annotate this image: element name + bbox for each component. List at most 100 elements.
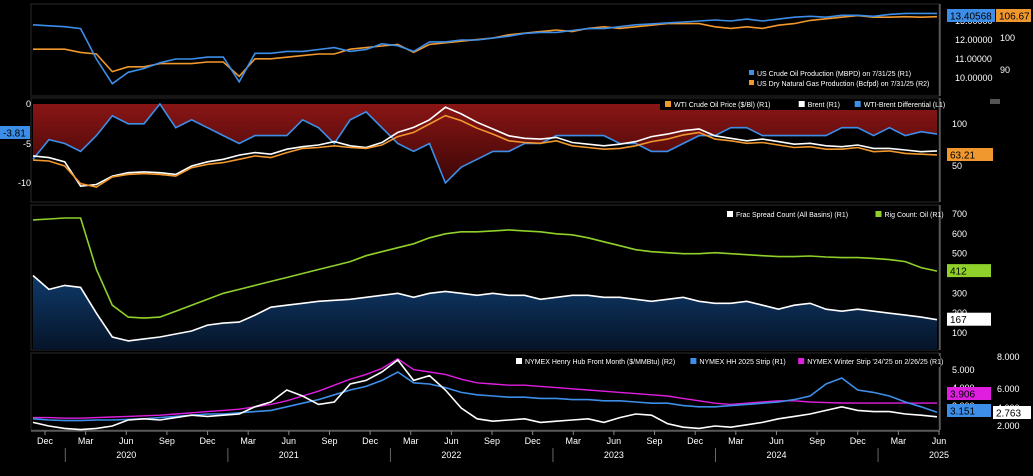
- legend-swatch-1-1: [798, 101, 805, 107]
- winter-strip-last-tag: 3.906: [950, 390, 975, 401]
- right-axis1-tick: 10.00000: [955, 73, 993, 83]
- winter-strip-line: [33, 357, 937, 419]
- x-month-label: Sep: [484, 436, 500, 446]
- x-month-label: Sep: [159, 436, 175, 446]
- x-month-label: Jun: [282, 436, 297, 446]
- x-year-label: 2023: [604, 450, 624, 460]
- oil-production-line: [32, 12, 937, 85]
- wti-last-tag-bg: [947, 148, 993, 161]
- panel-frame-4: [30, 352, 940, 431]
- henry-hub-last-tag: 2.763: [996, 409, 1021, 420]
- legend-swatch-1-0: [665, 101, 671, 107]
- x-month-label: Dec: [687, 436, 704, 446]
- x-month-label: Dec: [525, 436, 542, 446]
- frac-last-tag-bg: [947, 312, 991, 326]
- legend-box-production: [745, 66, 936, 90]
- x-month-label: Sep: [809, 436, 825, 446]
- legend-label-3-0: NYMEX Henry Hub Front Month ($/MMBtu) (R…: [525, 359, 675, 366]
- gas-production-last-tag-bg: [996, 9, 1031, 22]
- differential-area: [33, 104, 937, 183]
- right-axis1-tick: 12.00000: [955, 35, 993, 45]
- legend-label-2-0: Frac Spread Count (All Basins) (R1): [736, 212, 848, 219]
- oil-production-last-tag-bg: [947, 9, 995, 22]
- x-month-label: Jun: [119, 436, 134, 446]
- x-month-label: Dec: [362, 436, 379, 446]
- differential-line: [32, 102, 938, 185]
- wti-line: [32, 114, 938, 188]
- right-axis2-tick: 2.000: [997, 421, 1020, 431]
- frac-last-tag: 167: [950, 315, 967, 326]
- legend-label-0-0: US Crude Oil Production (MBPD) on 7/31/2…: [757, 71, 911, 78]
- x-month-label: Jun: [769, 436, 784, 446]
- oil-production-last-tag: 13.40568: [950, 12, 992, 23]
- legend-label-1-0: WTI Crude Oil Price ($/Bl) (R1): [674, 102, 770, 109]
- legend-box-rigs: [723, 209, 938, 220]
- legend-swatch-2-0: [727, 211, 733, 217]
- hh-strip-last-tag: 3.151: [950, 407, 975, 418]
- right-axis1-tick: 5.000: [952, 365, 975, 375]
- winter-strip-last-tag-bg: [947, 387, 991, 400]
- brent-line: [32, 106, 938, 188]
- henry-hub-last-tag-bg: [993, 406, 1031, 419]
- left-axis-tick: -5: [23, 139, 31, 149]
- legend-label-3-1: NYMEX HH 2025 Strip (R1): [699, 359, 785, 366]
- legend-box-natgas: [512, 356, 940, 367]
- right-axis-tick: 100: [952, 328, 967, 338]
- x-month-label: Mar: [240, 436, 256, 446]
- left-axis-tick: -10: [18, 178, 31, 188]
- x-year-label: 2025: [929, 450, 949, 460]
- right-axis2-tick: 90: [1000, 65, 1010, 75]
- hh-strip-last-tag-bg: [947, 404, 991, 417]
- x-month-label: Jun: [932, 436, 947, 446]
- right-axis-tick: 50: [952, 161, 962, 171]
- x-year-label: 2021: [279, 450, 299, 460]
- right-axis2-tick: 6.000: [997, 384, 1020, 394]
- panel-frame-2: [30, 97, 940, 203]
- x-month-label: Mar: [891, 436, 907, 446]
- right-axis-tick: 100: [952, 119, 967, 129]
- panel-menu-icon: [990, 99, 1000, 104]
- x-month-label: Sep: [647, 436, 663, 446]
- x-year-label: 2020: [116, 450, 136, 460]
- right-axis2-tick: 100: [1000, 33, 1015, 43]
- right-axis2-tick: 8.000: [997, 352, 1020, 362]
- frac-area: [33, 275, 937, 350]
- rig-line: [32, 217, 938, 319]
- x-month-label: Dec: [37, 436, 54, 446]
- frac-line: [32, 274, 938, 342]
- rig-last-tag-bg: [947, 264, 991, 278]
- rig-last-tag: 412: [950, 267, 967, 278]
- x-year-label: 2024: [766, 450, 786, 460]
- x-month-label: Dec: [200, 436, 217, 446]
- right-axis-tick: 700: [952, 209, 967, 219]
- x-year-label: 2022: [441, 450, 461, 460]
- x-month-label: Mar: [566, 436, 582, 446]
- legend-label-0-1: US Dry Natural Gas Production (Bcfpd) on…: [757, 81, 929, 88]
- legend-swatch-3-0: [516, 358, 522, 364]
- legend-label-1-1: Brent (R1): [808, 102, 840, 109]
- wti-last-tag: 63.21: [950, 151, 975, 162]
- x-month-label: Mar: [78, 436, 94, 446]
- panel-frame-1: [30, 3, 940, 97]
- x-month-label: Mar: [403, 436, 419, 446]
- right-axis-tick: 500: [952, 249, 967, 259]
- legend-swatch-2-1: [875, 211, 882, 217]
- right-axis1-tick: 11.00000: [955, 54, 992, 64]
- legend-swatch-1-2: [854, 101, 861, 107]
- x-month-label: Jun: [444, 436, 459, 446]
- legend-swatch-3-2: [798, 358, 805, 364]
- differential-last-tag: -3.81: [3, 129, 26, 140]
- henry-hub-line: [32, 358, 938, 431]
- x-month-label: Mar: [728, 436, 744, 446]
- x-month-label: Jun: [607, 436, 622, 446]
- left-axis-tick: 0: [26, 99, 31, 109]
- right-axis-tick: 300: [952, 288, 967, 298]
- right-axis-tick: 600: [952, 229, 967, 239]
- legend-label-3-2: NYMEX Winter Strip '24/'25 on 2/26/25 (R…: [807, 359, 943, 366]
- gas-production-last-tag: 106.67: [999, 12, 1030, 23]
- x-month-label: Sep: [321, 436, 337, 446]
- legend-swatch-3-1: [690, 358, 697, 364]
- differential-last-tag-bg: [0, 126, 30, 139]
